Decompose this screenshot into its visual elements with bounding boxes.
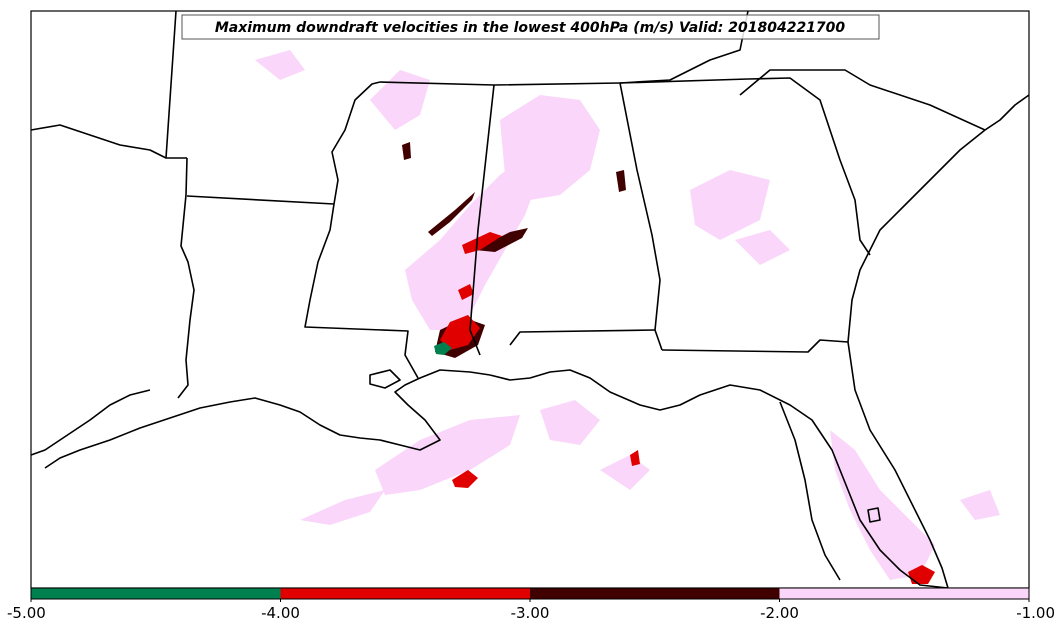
gulf-coast-west xyxy=(44,369,491,469)
alabama-georgia-boundary xyxy=(619,82,663,351)
georgia-south-carolina-boundary xyxy=(747,77,871,256)
green-area-core xyxy=(434,342,452,355)
gulf-coast-east xyxy=(489,369,949,589)
light-area-gulf-east xyxy=(540,400,600,445)
colorbar-tick-label: -3.00 xyxy=(511,604,550,622)
alabama-florida-boundary xyxy=(509,329,656,346)
light-area-gulf xyxy=(375,415,520,495)
downdraft-green-areas xyxy=(434,342,452,355)
colorbar-tick-label: -4.00 xyxy=(261,604,300,622)
light-area-central-al xyxy=(500,95,600,200)
light-area-ga xyxy=(690,170,770,240)
colorbar-tick-label: -5.00 xyxy=(7,604,46,622)
atlantic-coast xyxy=(847,94,1030,589)
colorbar-bin xyxy=(31,588,281,599)
dark-area-ms xyxy=(402,142,411,160)
texas-east-coast-detail xyxy=(30,124,167,159)
red-area-west xyxy=(458,284,474,300)
colorbar-bin xyxy=(779,588,1029,599)
colorbar-ticks: -5.00 -4.00 -3.00 -2.00 -1.00 xyxy=(7,599,1055,622)
colorbar-tick-label: -1.00 xyxy=(1016,604,1055,622)
light-area-sc xyxy=(735,230,790,265)
colorbar-bins xyxy=(31,588,1029,599)
red-area-gulf xyxy=(452,470,478,488)
boundaries xyxy=(30,10,1030,589)
light-area-fl-east xyxy=(960,490,1000,520)
red-area-band xyxy=(462,232,502,254)
map-title: Maximum downdraft velocities in the lowe… xyxy=(181,14,880,40)
texas-coast xyxy=(30,389,151,456)
louisiana-mississippi-boundary xyxy=(304,203,419,379)
dark-area-ga-1 xyxy=(616,170,626,192)
georgia-florida-boundary xyxy=(661,339,849,353)
red-area-fl-south xyxy=(908,565,935,584)
colorbar-tick-label: -2.00 xyxy=(760,604,799,622)
red-area-al xyxy=(630,450,640,466)
colorbar: -5.00 -4.00 -3.00 -2.00 -1.00 xyxy=(7,587,1055,622)
light-area-ne-ms xyxy=(370,70,430,130)
dark-area-band-2 xyxy=(428,192,475,236)
colorbar-bin xyxy=(530,588,780,599)
light-area-ar xyxy=(255,50,305,80)
arkansas-louisiana-boundary xyxy=(186,195,335,205)
title-text: Maximum downdraft velocities in the lowe… xyxy=(215,20,846,36)
map-panel: Maximum downdraft velocities in the lowe… xyxy=(30,10,1030,589)
light-area-gulf-south xyxy=(300,490,385,525)
mississippi-alabama-boundary xyxy=(469,84,495,356)
title-box xyxy=(181,14,880,40)
lake-okeechobee xyxy=(867,507,881,523)
lake-pontchartrain xyxy=(369,369,401,389)
florida-west-coast xyxy=(779,401,841,581)
sc-nc-boundary xyxy=(739,69,986,131)
mississippi-river xyxy=(331,81,381,205)
colorbar-bin xyxy=(280,588,530,599)
dark-area-band-1 xyxy=(475,228,528,252)
tennessee-south-boundary xyxy=(379,78,749,86)
light-area-fl xyxy=(830,430,935,580)
texas-louisiana-boundary xyxy=(177,157,195,399)
